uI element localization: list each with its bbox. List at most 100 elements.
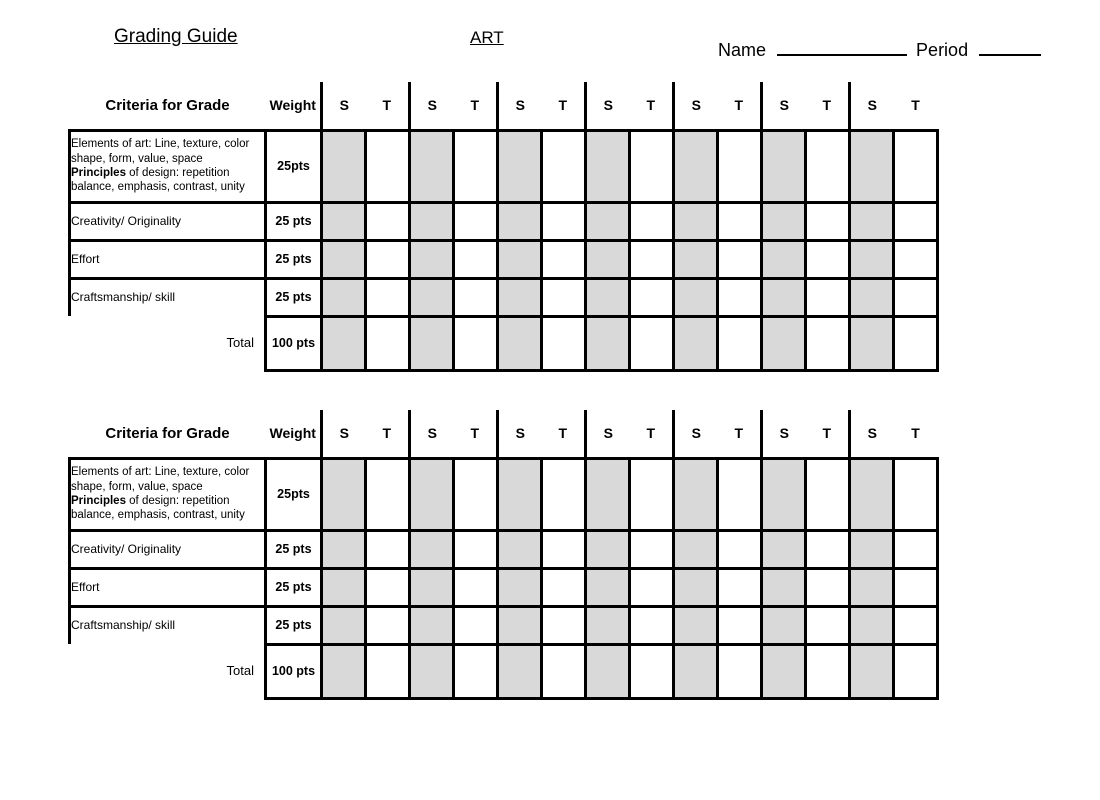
grade-cell-t[interactable]: [542, 316, 586, 370]
grade-cell-s[interactable]: [674, 202, 718, 240]
grade-cell-s[interactable]: [850, 458, 894, 530]
grade-cell-t[interactable]: [718, 644, 762, 698]
grade-cell-s[interactable]: [410, 202, 454, 240]
grade-cell-s[interactable]: [586, 606, 630, 644]
grade-cell-s[interactable]: [586, 568, 630, 606]
grade-cell-t[interactable]: [894, 130, 938, 202]
grade-cell-s[interactable]: [498, 278, 542, 316]
grade-cell-s[interactable]: [762, 240, 806, 278]
grade-cell-t[interactable]: [366, 130, 410, 202]
grade-cell-s[interactable]: [322, 606, 366, 644]
grade-cell-t[interactable]: [630, 202, 674, 240]
grade-cell-s[interactable]: [762, 278, 806, 316]
grade-cell-t[interactable]: [894, 458, 938, 530]
grade-cell-t[interactable]: [894, 644, 938, 698]
grade-cell-t[interactable]: [718, 316, 762, 370]
grade-cell-s[interactable]: [586, 130, 630, 202]
grade-cell-t[interactable]: [630, 316, 674, 370]
grade-cell-s[interactable]: [586, 644, 630, 698]
grade-cell-t[interactable]: [454, 202, 498, 240]
grade-cell-s[interactable]: [410, 644, 454, 698]
grade-cell-s[interactable]: [850, 316, 894, 370]
grade-cell-s[interactable]: [850, 530, 894, 568]
grade-cell-t[interactable]: [366, 278, 410, 316]
grade-cell-t[interactable]: [542, 202, 586, 240]
grade-cell-s[interactable]: [586, 240, 630, 278]
grade-cell-s[interactable]: [498, 530, 542, 568]
grade-cell-t[interactable]: [718, 458, 762, 530]
grade-cell-t[interactable]: [718, 240, 762, 278]
grade-cell-s[interactable]: [322, 316, 366, 370]
grade-cell-s[interactable]: [498, 458, 542, 530]
grade-cell-s[interactable]: [674, 530, 718, 568]
grade-cell-t[interactable]: [542, 458, 586, 530]
grade-cell-s[interactable]: [498, 240, 542, 278]
grade-cell-s[interactable]: [674, 644, 718, 698]
grade-cell-s[interactable]: [322, 458, 366, 530]
grade-cell-s[interactable]: [586, 278, 630, 316]
grade-cell-t[interactable]: [454, 606, 498, 644]
grade-cell-t[interactable]: [894, 568, 938, 606]
grade-cell-t[interactable]: [806, 202, 850, 240]
grade-cell-t[interactable]: [454, 240, 498, 278]
grade-cell-t[interactable]: [454, 530, 498, 568]
grade-cell-s[interactable]: [762, 202, 806, 240]
grade-cell-s[interactable]: [498, 130, 542, 202]
grade-cell-s[interactable]: [674, 606, 718, 644]
grade-cell-s[interactable]: [498, 644, 542, 698]
grade-cell-s[interactable]: [762, 316, 806, 370]
grade-cell-s[interactable]: [850, 568, 894, 606]
grade-cell-t[interactable]: [630, 130, 674, 202]
grade-cell-s[interactable]: [762, 458, 806, 530]
grade-cell-t[interactable]: [894, 202, 938, 240]
grade-cell-t[interactable]: [718, 568, 762, 606]
grade-cell-t[interactable]: [806, 530, 850, 568]
grade-cell-s[interactable]: [762, 568, 806, 606]
grade-cell-t[interactable]: [894, 606, 938, 644]
grade-cell-s[interactable]: [674, 130, 718, 202]
grade-cell-s[interactable]: [586, 316, 630, 370]
grade-cell-t[interactable]: [630, 458, 674, 530]
grade-cell-s[interactable]: [850, 130, 894, 202]
grade-cell-s[interactable]: [410, 278, 454, 316]
grade-cell-s[interactable]: [410, 568, 454, 606]
grade-cell-t[interactable]: [630, 278, 674, 316]
grade-cell-s[interactable]: [674, 458, 718, 530]
grade-cell-s[interactable]: [322, 530, 366, 568]
grade-cell-t[interactable]: [454, 458, 498, 530]
grade-cell-s[interactable]: [850, 202, 894, 240]
grade-cell-s[interactable]: [410, 530, 454, 568]
grade-cell-t[interactable]: [630, 644, 674, 698]
grade-cell-s[interactable]: [762, 530, 806, 568]
grade-cell-s[interactable]: [586, 458, 630, 530]
grade-cell-s[interactable]: [410, 606, 454, 644]
grade-cell-t[interactable]: [366, 530, 410, 568]
grade-cell-t[interactable]: [630, 568, 674, 606]
grade-cell-t[interactable]: [630, 606, 674, 644]
grade-cell-s[interactable]: [762, 644, 806, 698]
grade-cell-s[interactable]: [322, 240, 366, 278]
grade-cell-t[interactable]: [718, 202, 762, 240]
grade-cell-s[interactable]: [322, 644, 366, 698]
grade-cell-t[interactable]: [806, 278, 850, 316]
grade-cell-t[interactable]: [630, 240, 674, 278]
grade-cell-s[interactable]: [850, 644, 894, 698]
grade-cell-s[interactable]: [674, 316, 718, 370]
period-blank[interactable]: [979, 38, 1041, 56]
grade-cell-s[interactable]: [498, 568, 542, 606]
grade-cell-t[interactable]: [542, 130, 586, 202]
grade-cell-t[interactable]: [366, 458, 410, 530]
grade-cell-s[interactable]: [410, 316, 454, 370]
grade-cell-s[interactable]: [498, 606, 542, 644]
grade-cell-t[interactable]: [366, 644, 410, 698]
grade-cell-t[interactable]: [894, 530, 938, 568]
grade-cell-t[interactable]: [454, 316, 498, 370]
grade-cell-s[interactable]: [850, 240, 894, 278]
grade-cell-t[interactable]: [454, 130, 498, 202]
grade-cell-t[interactable]: [366, 316, 410, 370]
grade-cell-t[interactable]: [366, 202, 410, 240]
grade-cell-t[interactable]: [894, 316, 938, 370]
grade-cell-s[interactable]: [410, 130, 454, 202]
grade-cell-t[interactable]: [718, 530, 762, 568]
grade-cell-t[interactable]: [542, 606, 586, 644]
